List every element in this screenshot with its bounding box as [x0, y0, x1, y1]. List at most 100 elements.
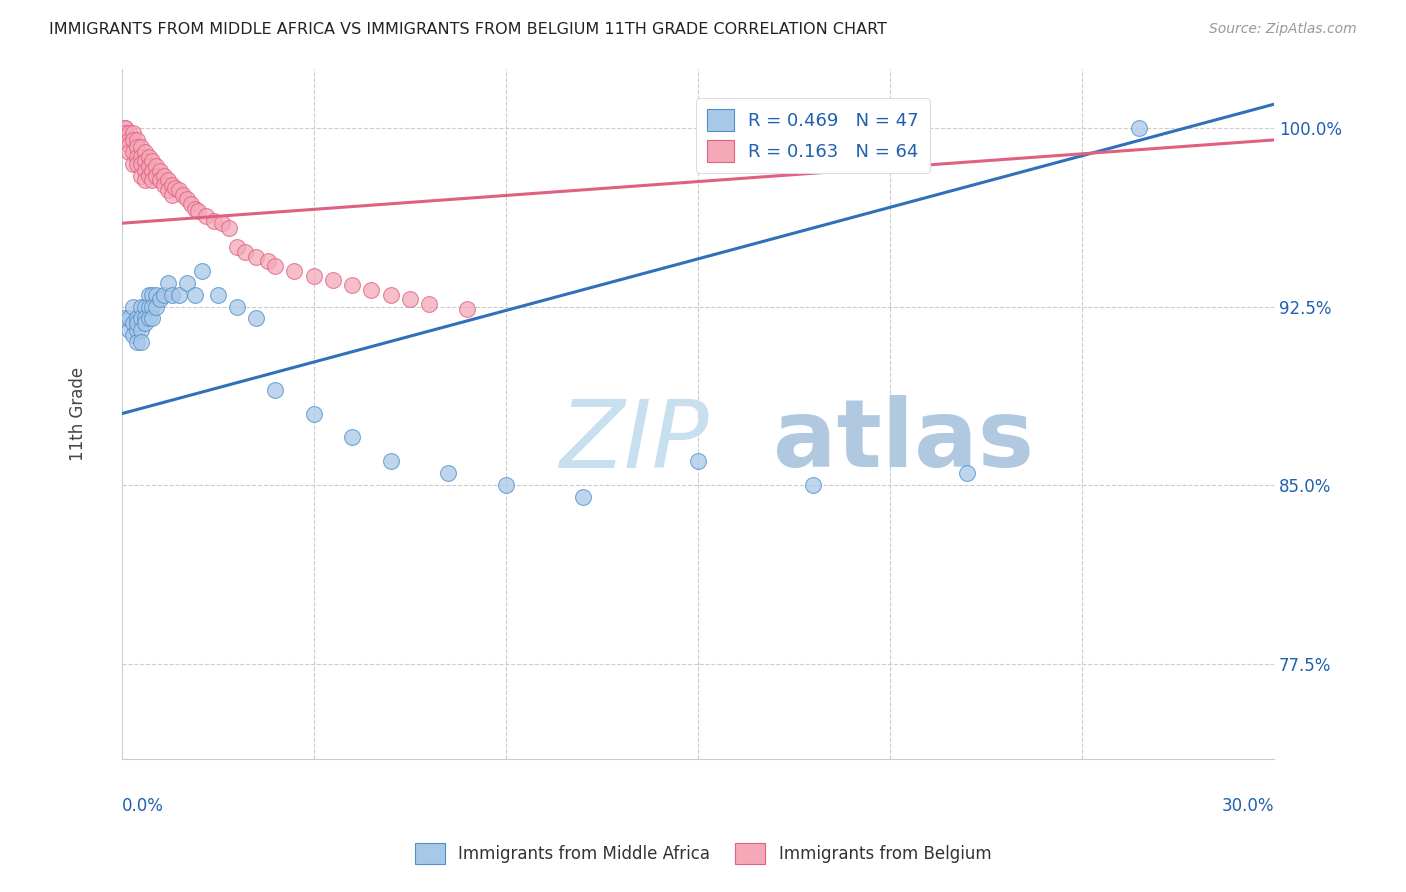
Point — [129, 300, 152, 314]
Point — [211, 216, 233, 230]
Point — [114, 121, 136, 136]
Point — [149, 164, 172, 178]
Point — [122, 316, 145, 330]
Text: IMMIGRANTS FROM MIDDLE AFRICA VS IMMIGRANTS FROM BELGIUM 11TH GRADE CORRELATION : IMMIGRANTS FROM MIDDLE AFRICA VS IMMIGRA… — [49, 22, 887, 37]
Point — [183, 202, 205, 216]
Point — [138, 169, 160, 183]
Point — [129, 157, 152, 171]
Point — [118, 145, 141, 159]
Point — [195, 209, 218, 223]
Point — [125, 316, 148, 330]
Point — [167, 287, 190, 301]
Point — [202, 214, 225, 228]
Point — [125, 157, 148, 171]
Point — [1128, 121, 1150, 136]
Point — [125, 133, 148, 147]
Point — [176, 193, 198, 207]
Point — [129, 150, 152, 164]
Point — [218, 221, 240, 235]
Point — [302, 268, 325, 283]
Point — [167, 183, 190, 197]
Point — [134, 154, 156, 169]
Point — [138, 300, 160, 314]
Point — [122, 133, 145, 147]
Point — [134, 145, 156, 159]
Point — [114, 311, 136, 326]
Point — [129, 169, 152, 183]
Point — [686, 454, 709, 468]
Point — [138, 159, 160, 173]
Point — [418, 297, 440, 311]
Point — [118, 137, 141, 152]
Point — [153, 287, 176, 301]
Point — [145, 287, 167, 301]
Point — [134, 311, 156, 326]
Point — [156, 276, 179, 290]
Point — [245, 311, 267, 326]
Text: 30.0%: 30.0% — [1222, 797, 1274, 814]
Point — [141, 173, 163, 187]
Point — [380, 454, 402, 468]
Point — [114, 126, 136, 140]
Point — [138, 311, 160, 326]
Point — [183, 287, 205, 301]
Text: atlas: atlas — [773, 395, 1033, 487]
Point — [153, 178, 176, 193]
Point — [149, 173, 172, 187]
Point — [138, 150, 160, 164]
Point — [129, 335, 152, 350]
Point — [233, 244, 256, 259]
Point — [134, 164, 156, 178]
Point — [156, 173, 179, 187]
Point — [160, 287, 183, 301]
Point — [340, 278, 363, 293]
Point — [322, 273, 344, 287]
Point — [129, 311, 152, 326]
Point — [571, 490, 593, 504]
Point — [264, 259, 287, 273]
Point — [340, 430, 363, 444]
Legend: Immigrants from Middle Africa, Immigrants from Belgium: Immigrants from Middle Africa, Immigrant… — [408, 837, 998, 871]
Point — [149, 293, 172, 307]
Point — [122, 157, 145, 171]
Point — [118, 133, 141, 147]
Point — [125, 140, 148, 154]
Point — [122, 126, 145, 140]
Point — [180, 197, 202, 211]
Point — [160, 187, 183, 202]
Point — [141, 164, 163, 178]
Point — [134, 300, 156, 314]
Point — [118, 311, 141, 326]
Point — [165, 180, 187, 194]
Point — [187, 204, 209, 219]
Point — [141, 300, 163, 314]
Point — [156, 183, 179, 197]
Point — [437, 466, 460, 480]
Point — [153, 169, 176, 183]
Point — [114, 121, 136, 136]
Point — [141, 287, 163, 301]
Point — [956, 466, 979, 480]
Text: 11th Grade: 11th Grade — [69, 367, 87, 460]
Point — [176, 276, 198, 290]
Point — [145, 300, 167, 314]
Point — [122, 300, 145, 314]
Point — [225, 300, 247, 314]
Point — [118, 323, 141, 337]
Point — [360, 283, 382, 297]
Point — [225, 240, 247, 254]
Point — [145, 169, 167, 183]
Point — [141, 311, 163, 326]
Point — [245, 250, 267, 264]
Point — [456, 301, 478, 316]
Legend: R = 0.469   N = 47, R = 0.163   N = 64: R = 0.469 N = 47, R = 0.163 N = 64 — [696, 98, 929, 173]
Point — [122, 145, 145, 159]
Point — [160, 178, 183, 193]
Text: 0.0%: 0.0% — [122, 797, 163, 814]
Point — [122, 328, 145, 343]
Point — [134, 316, 156, 330]
Point — [125, 311, 148, 326]
Text: Source: ZipAtlas.com: Source: ZipAtlas.com — [1209, 22, 1357, 37]
Point — [264, 383, 287, 397]
Point — [125, 323, 148, 337]
